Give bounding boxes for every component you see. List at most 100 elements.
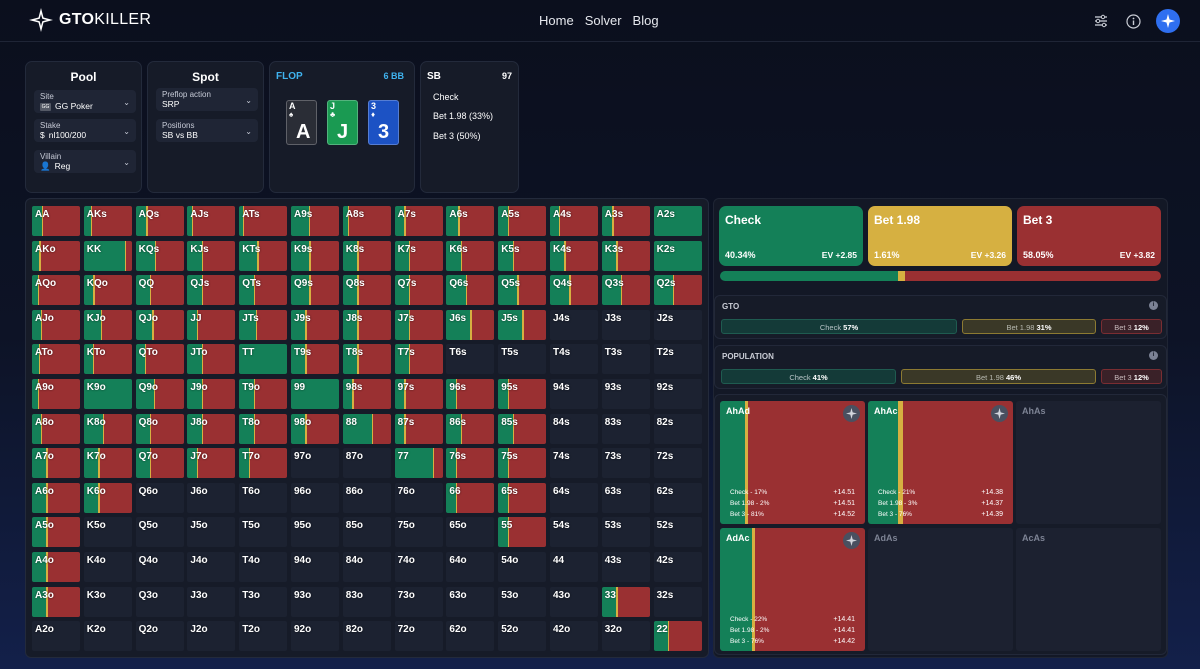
- hand-cell-86o[interactable]: 86o: [342, 482, 391, 513]
- hand-cell-85o[interactable]: 85o: [342, 517, 391, 548]
- hand-cell-96s[interactable]: 96s: [446, 379, 495, 409]
- hand-cell-J7s[interactable]: J7s: [394, 309, 443, 340]
- hand-cell-A9o[interactable]: A9o: [32, 379, 80, 409]
- hand-cell-T4s[interactable]: T4s: [550, 344, 598, 375]
- hand-cell-A2o[interactable]: A2o: [32, 621, 80, 652]
- hand-cell-JJ[interactable]: JJ: [187, 309, 236, 340]
- combo-AhAd[interactable]: AhAd Check - 17% +14.51 Bet 1.98 - 2% +14.51…: [720, 401, 865, 524]
- hand-cell-A3o[interactable]: A3o: [32, 586, 80, 617]
- hand-cell-42s[interactable]: 42s: [653, 552, 702, 582]
- hand-cell-J9o[interactable]: J9o: [187, 379, 236, 409]
- hand-cell-J4o[interactable]: J4o: [187, 552, 236, 582]
- hand-cell-T9o[interactable]: T9o: [239, 379, 288, 409]
- hand-cell-54o[interactable]: 54o: [498, 552, 547, 582]
- hand-cell-ATo[interactable]: ATo: [32, 344, 80, 375]
- hand-cell-A8s[interactable]: A8s: [342, 206, 391, 236]
- hand-cell-75o[interactable]: 75o: [394, 517, 443, 548]
- hand-cell-Q9o[interactable]: Q9o: [135, 379, 184, 409]
- hand-cell-85s[interactable]: 85s: [498, 413, 547, 444]
- hand-cell-KJo[interactable]: KJo: [83, 309, 132, 340]
- hand-cell-Q3s[interactable]: Q3s: [601, 275, 650, 306]
- hand-cell-64s[interactable]: 64s: [550, 482, 598, 513]
- hand-cell-77[interactable]: 77: [394, 448, 443, 479]
- hand-cell-52o[interactable]: 52o: [498, 621, 547, 652]
- hand-cell-K2o[interactable]: K2o: [83, 621, 132, 652]
- hand-cell-T8s[interactable]: T8s: [342, 344, 391, 375]
- hand-cell-QJo[interactable]: QJo: [135, 309, 184, 340]
- hand-cell-75s[interactable]: 75s: [498, 448, 547, 479]
- hand-cell-J5o[interactable]: J5o: [187, 517, 236, 548]
- action-card-check[interactable]: Check 40.34% EV +2.85: [719, 206, 863, 266]
- hand-cell-A2s[interactable]: A2s: [653, 206, 702, 236]
- hand-cell-94o[interactable]: 94o: [291, 552, 339, 582]
- hand-cell-Q2s[interactable]: Q2s: [653, 275, 702, 306]
- hand-cell-J9s[interactable]: J9s: [291, 309, 339, 340]
- hand-cell-JTs[interactable]: JTs: [239, 309, 288, 340]
- hand-cell-65s[interactable]: 65s: [498, 482, 547, 513]
- hand-cell-62o[interactable]: 62o: [446, 621, 495, 652]
- hand-cell-A8o[interactable]: A8o: [32, 413, 80, 444]
- hand-cell-KTo[interactable]: KTo: [83, 344, 132, 375]
- hand-cell-Q7s[interactable]: Q7s: [394, 275, 443, 306]
- hand-cell-K9o[interactable]: K9o: [83, 379, 132, 409]
- hand-cell-J8o[interactable]: J8o: [187, 413, 236, 444]
- hand-cell-T3o[interactable]: T3o: [239, 586, 288, 617]
- hand-cell-87s[interactable]: 87s: [394, 413, 443, 444]
- hand-cell-22[interactable]: 22: [653, 621, 702, 652]
- combo-AhAc[interactable]: AhAc Check - 21% +14.38 Bet 1.98 - 3% +14.37…: [868, 401, 1013, 524]
- hand-cell-52s[interactable]: 52s: [653, 517, 702, 548]
- avatar-icon[interactable]: [1156, 9, 1180, 33]
- hand-cell-Q6o[interactable]: Q6o: [135, 482, 184, 513]
- flop-card-1[interactable]: A ♠ A: [286, 100, 317, 145]
- hand-cell-62s[interactable]: 62s: [653, 482, 702, 513]
- hand-cell-AA[interactable]: AA: [32, 206, 80, 236]
- hand-cell-K7o[interactable]: K7o: [83, 448, 132, 479]
- hand-cell-A5o[interactable]: A5o: [32, 517, 80, 548]
- hand-cell-J8s[interactable]: J8s: [342, 309, 391, 340]
- hand-cell-A4o[interactable]: A4o: [32, 552, 80, 582]
- hand-cell-J5s[interactable]: J5s: [498, 309, 547, 340]
- hand-cell-T3s[interactable]: T3s: [601, 344, 650, 375]
- hand-cell-A6o[interactable]: A6o: [32, 482, 80, 513]
- hand-cell-83s[interactable]: 83s: [601, 413, 650, 444]
- hand-cell-AQs[interactable]: AQs: [135, 206, 184, 236]
- nav-link-blog[interactable]: Blog: [632, 13, 659, 28]
- action-card-bet-3[interactable]: Bet 3 58.05% EV +3.82: [1017, 206, 1161, 266]
- info-icon[interactable]: i: [1149, 301, 1158, 310]
- hand-cell-QTo[interactable]: QTo: [135, 344, 184, 375]
- hand-cell-KK[interactable]: KK: [83, 240, 132, 271]
- hand-cell-T7o[interactable]: T7o: [239, 448, 288, 479]
- sliders-icon[interactable]: [1092, 12, 1110, 30]
- hand-cell-99[interactable]: 99: [291, 379, 339, 409]
- hand-cell-73o[interactable]: 73o: [394, 586, 443, 617]
- logo[interactable]: GTOKILLER: [28, 7, 151, 33]
- hand-cell-A7s[interactable]: A7s: [394, 206, 443, 236]
- hand-cell-T5o[interactable]: T5o: [239, 517, 288, 548]
- hand-cell-K3s[interactable]: K3s: [601, 240, 650, 271]
- hand-cell-82s[interactable]: 82s: [653, 413, 702, 444]
- sb-action-bet-1-98[interactable]: Bet 1.98 (33%): [433, 111, 494, 121]
- hand-cell-K5o[interactable]: K5o: [83, 517, 132, 548]
- hand-cell-Q2o[interactable]: Q2o: [135, 621, 184, 652]
- hand-cell-Q6s[interactable]: Q6s: [446, 275, 495, 306]
- hand-cell-A4s[interactable]: A4s: [550, 206, 598, 236]
- hand-cell-K7s[interactable]: K7s: [394, 240, 443, 271]
- info-icon[interactable]: i: [1149, 351, 1158, 360]
- hand-cell-K6o[interactable]: K6o: [83, 482, 132, 513]
- hand-cell-T9s[interactable]: T9s: [291, 344, 339, 375]
- hand-cell-76s[interactable]: 76s: [446, 448, 495, 479]
- hand-cell-K8o[interactable]: K8o: [83, 413, 132, 444]
- hand-cell-AJs[interactable]: AJs: [187, 206, 236, 236]
- flop-card-2[interactable]: J ♣ J: [327, 100, 358, 145]
- hand-cell-A5s[interactable]: A5s: [498, 206, 547, 236]
- hand-cell-TT[interactable]: TT: [239, 344, 288, 375]
- hand-cell-72o[interactable]: 72o: [394, 621, 443, 652]
- hand-cell-T2s[interactable]: T2s: [653, 344, 702, 375]
- hand-cell-KQo[interactable]: KQo: [83, 275, 132, 306]
- hand-cell-74s[interactable]: 74s: [550, 448, 598, 479]
- hand-cell-53o[interactable]: 53o: [498, 586, 547, 617]
- hand-cell-32o[interactable]: 32o: [601, 621, 650, 652]
- hand-cell-K5s[interactable]: K5s: [498, 240, 547, 271]
- hand-cell-95s[interactable]: 95s: [498, 379, 547, 409]
- hand-cell-54s[interactable]: 54s: [550, 517, 598, 548]
